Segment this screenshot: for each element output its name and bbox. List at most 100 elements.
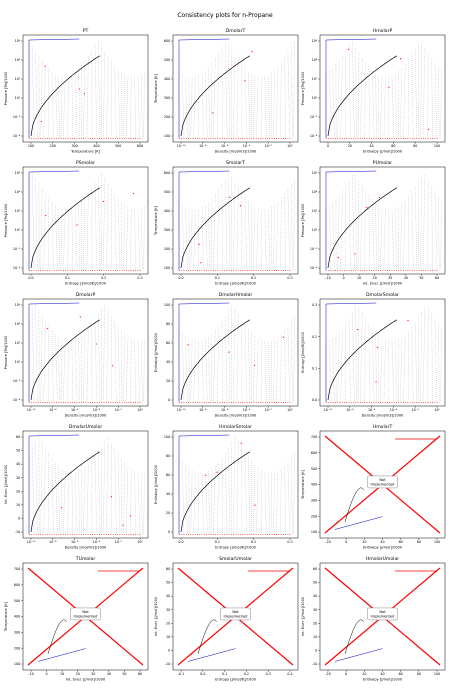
subplot-title: HmolarP [373, 28, 393, 34]
y-tick-label: 30 [313, 608, 317, 612]
outlier-point [253, 364, 256, 366]
saturation-curve [30, 55, 100, 137]
outlier-point [45, 215, 47, 217]
black-curve [344, 487, 364, 523]
x-tick-label: 400 [93, 144, 99, 148]
blue-boundary [325, 38, 377, 138]
x-tick-label: 0.0 [28, 276, 33, 280]
y-axis-label: Pressure [Pa]/1000 [4, 71, 8, 106]
outlier-point [102, 200, 105, 203]
y-tick-label: 0.3 [312, 303, 317, 307]
saturation-curve [30, 451, 100, 533]
outlier-point [399, 58, 402, 60]
subplot-hmolart: HmolarT Enthalpy [J/mol]/1000 Temperature … [301, 424, 446, 550]
outlier-point [187, 344, 189, 346]
y-tick-label: 10⁻² [13, 247, 21, 251]
subplot-title: PT [83, 28, 89, 34]
y-tick-label: 600 [14, 583, 20, 587]
x-tick-label: 20 [362, 672, 366, 676]
x-tick-label: 10⁻⁸ [346, 408, 354, 412]
x-tick-label: 0 [343, 276, 345, 280]
x-tick-label: 10⁻² [115, 540, 123, 544]
axes-frame [319, 166, 446, 275]
y-tick-label: 400 [14, 615, 20, 619]
subplot-hmolarsmolar: HmolarSmolar Entropy [J/mol/K]/1000 Enthal… [154, 424, 299, 550]
y-tick-label: 60 [166, 567, 170, 571]
outlier-point [46, 327, 48, 330]
blue-boundary [178, 170, 230, 270]
x-tick-label: 80 [417, 672, 421, 676]
y-tick-label: 50 [16, 449, 20, 453]
saturation-curve [327, 187, 397, 269]
y-tick-label: 200 [164, 247, 170, 251]
outlier-point [354, 253, 356, 255]
x-tick-label: 0.3 [266, 672, 271, 676]
x-tick-label: 10⁻⁶ [71, 408, 79, 412]
y-tick-label: 500 [164, 190, 170, 194]
y-tick-label: 300 [164, 228, 170, 232]
subplot-smolart: SmolarT Entropy [J/mol/K]/1000 Temperature… [154, 160, 299, 286]
black-curve [47, 619, 67, 655]
x-tick-label: 0.3 [287, 276, 292, 280]
saturation-curve [180, 187, 250, 269]
x-tick-label: 50 [122, 672, 126, 676]
subplot-title: PSmolar [76, 160, 95, 166]
y-tick-label: 10⁻² [310, 247, 318, 251]
blue-curve [334, 516, 383, 530]
x-tick-label: 40 [380, 672, 384, 676]
x-axis-label: Int. Ener. [J/mol]/1000 [66, 678, 106, 682]
axes-frame [22, 166, 149, 275]
x-tick-label: 10⁻⁴ [93, 540, 101, 544]
y-axis-label: Pressure [Pa]/1000 [301, 203, 305, 238]
not-implemented-label: Not [379, 478, 386, 482]
axes-frame [22, 298, 149, 407]
plot-area [325, 302, 442, 403]
y-tick-label: 10⁻⁴ [13, 134, 21, 138]
x-tick-label: 10⁻⁴ [390, 408, 398, 412]
y-tick-label: 0.0 [312, 398, 317, 402]
y-tick-label: 10⁻² [13, 115, 21, 119]
x-tick-label: 10⁻⁶ [221, 144, 229, 148]
black-curve [344, 619, 364, 655]
y-tick-label: 10⁻⁴ [13, 266, 21, 270]
y-tick-label: 500 [164, 58, 170, 62]
outlier-point [337, 256, 339, 259]
y-tick-label: 0 [168, 530, 170, 534]
y-tick-label: 700 [14, 567, 20, 571]
y-axis-label: Pressure [Pa]/1000 [301, 71, 305, 106]
subplot-title: SmolarT [226, 160, 245, 166]
x-tick-label: 100 [434, 672, 440, 676]
axes-frame [172, 430, 299, 539]
x-axis-label: Density [mol/m3]/1000 [65, 546, 107, 550]
x-tick-label: 80 [413, 144, 417, 148]
plot-area [178, 38, 295, 139]
saturation-curve [180, 55, 250, 137]
outlier-point [251, 51, 253, 53]
x-tick-label: 40 [107, 672, 111, 676]
y-tick-label: 40 [16, 462, 20, 466]
saturation-curve [327, 55, 397, 137]
y-tick-label: 10⁰ [312, 96, 318, 100]
x-tick-label: 200 [50, 144, 56, 148]
outlier-point [375, 381, 377, 383]
y-tick-label: 60 [16, 435, 20, 439]
outlier-point [376, 346, 378, 348]
x-tick-label: -20 [325, 672, 330, 676]
x-tick-label: 20 [362, 540, 366, 544]
x-tick-label: 0.0 [200, 672, 205, 676]
y-tick-label: 10⁶ [312, 171, 318, 175]
outlier-point [388, 86, 390, 88]
subplot-title: TUmolar [75, 556, 96, 562]
outlier-point [254, 504, 256, 506]
saturation-curve [327, 319, 397, 401]
x-tick-label: 20 [373, 276, 377, 280]
y-tick-label: 100 [164, 134, 170, 138]
y-tick-label: 400 [164, 209, 170, 213]
x-tick-label: 10⁰ [137, 408, 143, 412]
plot-area [178, 434, 295, 535]
x-tick-label: 20 [76, 672, 80, 676]
y-tick-label: 300 [164, 96, 170, 100]
outlier-point [78, 88, 81, 90]
y-tick-label: 40 [313, 594, 317, 598]
y-tick-label: 100 [164, 435, 170, 439]
